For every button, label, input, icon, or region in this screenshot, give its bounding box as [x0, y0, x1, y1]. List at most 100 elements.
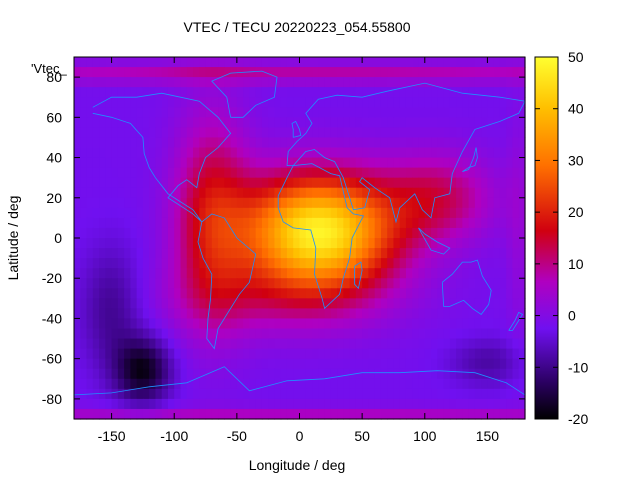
- heatmap-cell: [205, 107, 213, 118]
- heatmap-cell: [161, 288, 169, 299]
- heatmap-cell: [337, 227, 344, 239]
- heatmap-cell: [124, 147, 131, 159]
- heatmap-cell: [86, 157, 94, 169]
- heatmap-cell: [255, 127, 263, 139]
- heatmap-cell: [368, 288, 376, 299]
- heatmap-cell: [130, 278, 138, 289]
- heatmap-cell: [193, 258, 200, 269]
- heatmap-cell: [399, 348, 407, 360]
- legend-key: 'Vtec_: [31, 61, 67, 76]
- heatmap-cell: [493, 227, 501, 239]
- heatmap-cell: [211, 378, 219, 390]
- heatmap-cell: [136, 328, 144, 340]
- heatmap-cell: [337, 388, 344, 400]
- heatmap-cell: [362, 67, 369, 78]
- heatmap-cell: [380, 87, 388, 98]
- heatmap-cell: [305, 238, 313, 249]
- heatmap-cell: [243, 388, 250, 400]
- heatmap-cell: [437, 87, 445, 98]
- heatmap-cell: [149, 358, 157, 370]
- heatmap-cell: [286, 217, 294, 229]
- heatmap-cell: [362, 338, 369, 350]
- heatmap-cell: [368, 388, 376, 400]
- heatmap-cell: [443, 348, 451, 360]
- heatmap-cell: [418, 77, 426, 88]
- heatmap-cell: [174, 217, 182, 229]
- heatmap-cell: [236, 248, 244, 259]
- heatmap-cell: [412, 378, 420, 390]
- colorbar-tick-label: -10: [568, 359, 588, 375]
- heatmap-cell: [380, 217, 388, 229]
- heatmap-cell: [512, 157, 520, 169]
- heatmap-cell: [399, 398, 407, 410]
- heatmap-cell: [274, 187, 282, 199]
- heatmap-cell: [337, 147, 344, 159]
- heatmap-cell: [405, 318, 413, 330]
- heatmap-cell: [380, 248, 388, 259]
- heatmap-cell: [92, 328, 100, 340]
- heatmap-cell: [205, 197, 213, 209]
- heatmap-cell: [80, 338, 88, 350]
- heatmap-cell: [218, 278, 225, 289]
- heatmap-cell: [299, 338, 307, 350]
- y-tick-label: 20: [46, 190, 62, 206]
- heatmap-cell: [193, 197, 200, 209]
- heatmap-cell: [80, 368, 88, 380]
- heatmap-cell: [337, 318, 344, 330]
- heatmap-cell: [424, 97, 432, 108]
- heatmap-cell: [431, 248, 438, 259]
- heatmap-cell: [474, 318, 482, 330]
- heatmap-cell: [299, 127, 307, 139]
- heatmap-cell: [105, 388, 113, 400]
- heatmap-cell: [92, 338, 100, 350]
- heatmap-cell: [405, 167, 413, 179]
- heatmap-cell: [86, 268, 94, 279]
- heatmap-cell: [274, 207, 282, 219]
- heatmap-cell: [155, 187, 163, 199]
- heatmap-cell: [305, 207, 313, 219]
- heatmap-cell: [211, 368, 219, 380]
- heatmap-cell: [205, 378, 213, 390]
- heatmap-cell: [299, 137, 307, 149]
- heatmap-cell: [456, 197, 463, 209]
- heatmap-cell: [449, 177, 457, 189]
- heatmap-cell: [349, 398, 357, 410]
- heatmap-cell: [249, 268, 257, 279]
- heatmap-cell: [174, 268, 182, 279]
- heatmap-cell: [424, 238, 432, 249]
- heatmap-cell: [362, 107, 369, 118]
- heatmap-cell: [418, 338, 426, 350]
- heatmap-cell: [111, 238, 119, 249]
- heatmap-cell: [437, 368, 445, 380]
- heatmap-cell: [142, 248, 150, 259]
- heatmap-cell: [80, 308, 88, 320]
- heatmap-cell: [518, 348, 526, 360]
- heatmap-cell: [355, 398, 363, 410]
- heatmap-cell: [487, 338, 495, 350]
- heatmap-cell: [211, 217, 219, 229]
- heatmap-cell: [487, 268, 495, 279]
- heatmap-cell: [74, 378, 81, 390]
- heatmap-cell: [518, 278, 526, 289]
- heatmap-cell: [199, 288, 207, 299]
- heatmap-cell: [186, 217, 194, 229]
- heatmap-cell: [380, 318, 388, 330]
- heatmap-cell: [362, 157, 369, 169]
- heatmap-cell: [412, 227, 420, 239]
- heatmap-cell: [405, 288, 413, 299]
- heatmap-cell: [443, 398, 451, 410]
- heatmap-cell: [230, 57, 238, 68]
- heatmap-cell: [174, 87, 182, 98]
- heatmap-cell: [268, 398, 276, 410]
- heatmap-cell: [506, 348, 514, 360]
- heatmap-cell: [142, 67, 150, 78]
- heatmap-cell: [224, 348, 232, 360]
- heatmap-cell: [149, 238, 157, 249]
- heatmap-cell: [337, 77, 344, 88]
- heatmap-cell: [130, 368, 138, 380]
- heatmap-cell: [193, 328, 200, 340]
- heatmap-cell: [343, 248, 351, 259]
- heatmap-cell: [299, 388, 307, 400]
- heatmap-cell: [499, 87, 507, 98]
- heatmap-cell: [218, 157, 225, 169]
